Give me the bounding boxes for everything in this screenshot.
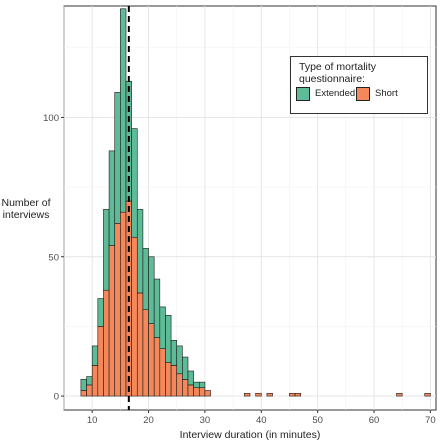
bar-extended (97, 298, 104, 327)
bar-extended (103, 209, 110, 291)
legend: Type of mortality questionnaire: (290, 56, 428, 114)
bar-short (159, 348, 166, 397)
bar-extended (136, 209, 144, 294)
bar-short (165, 362, 172, 397)
legend-title: Type of mortality questionnaire: (299, 61, 427, 85)
bar-extended (176, 345, 183, 375)
legend-key-extended (296, 87, 310, 101)
bar-short (120, 211, 127, 397)
y-axis-label-line2: interviews (2, 209, 50, 221)
bar-short (187, 384, 194, 397)
bar-short (91, 365, 99, 397)
y-tick-label: 100 (43, 113, 59, 124)
legend-key-short (356, 87, 370, 101)
bar-extended (131, 128, 138, 238)
x-tick-label: 50 (312, 415, 323, 426)
bar-extended (187, 370, 194, 386)
bar-extended (153, 278, 161, 338)
x-tick-label: 40 (256, 415, 267, 426)
legend-label-extended: Extended (315, 88, 356, 99)
bar-short (80, 390, 87, 397)
bar-extended (193, 381, 200, 389)
x-tick-label: 20 (143, 415, 154, 426)
bar-extended (198, 381, 206, 389)
x-tick-label: 10 (87, 415, 98, 426)
bar-extended (165, 314, 172, 363)
y-axis-label: Number of interviews (0, 197, 52, 221)
bar-short (103, 289, 110, 397)
legend-title-line2: questionnaire: (299, 73, 365, 85)
bar-extended (86, 376, 93, 386)
bar-short (97, 326, 104, 397)
bar-extended (148, 256, 155, 324)
legend-title-line1: Type of mortality (299, 61, 377, 73)
y-axis-label-line1: Number of (1, 197, 51, 209)
bar-extended (80, 379, 87, 391)
bar-short (266, 392, 273, 397)
y-tick-label: 0 (54, 392, 59, 403)
y-axis-ticks: 0 50 100 (43, 113, 64, 403)
bar-short (182, 379, 189, 397)
x-axis-label: Interview duration (in minutes) (179, 429, 321, 441)
bars (80, 8, 431, 397)
bar-short (396, 392, 403, 397)
bar-short (193, 387, 200, 397)
bar-extended (120, 8, 127, 213)
bar-short (170, 365, 178, 397)
legend-label-short: Short (375, 88, 398, 99)
bar-short (204, 390, 211, 397)
bar-short (294, 392, 302, 397)
x-axis-ticks: 10 20 30 40 50 60 70 (87, 410, 436, 426)
bar-extended (159, 306, 166, 350)
bar-extended (182, 356, 189, 380)
bar-extended (114, 92, 121, 224)
bar-short (86, 384, 93, 397)
bar-short (255, 392, 262, 397)
bar-short (198, 387, 206, 397)
x-tick-label: 70 (425, 415, 436, 426)
bar-extended (142, 248, 149, 310)
bar-short (424, 392, 431, 397)
bar-short (153, 337, 161, 397)
bar-extended (108, 150, 116, 246)
bar-short (136, 292, 144, 397)
bar-extended (91, 345, 99, 366)
bar-short (108, 245, 116, 397)
bar-short (244, 392, 251, 397)
x-tick-label: 30 (200, 415, 211, 426)
bar-short (131, 236, 138, 397)
bar-short (148, 323, 155, 397)
bar-short (289, 392, 296, 397)
y-tick-label: 50 (48, 252, 59, 263)
bar-short (142, 309, 149, 397)
x-tick-label: 60 (369, 415, 380, 426)
bar-extended (170, 340, 178, 366)
bar-short (176, 373, 183, 397)
bar-short (114, 223, 121, 397)
